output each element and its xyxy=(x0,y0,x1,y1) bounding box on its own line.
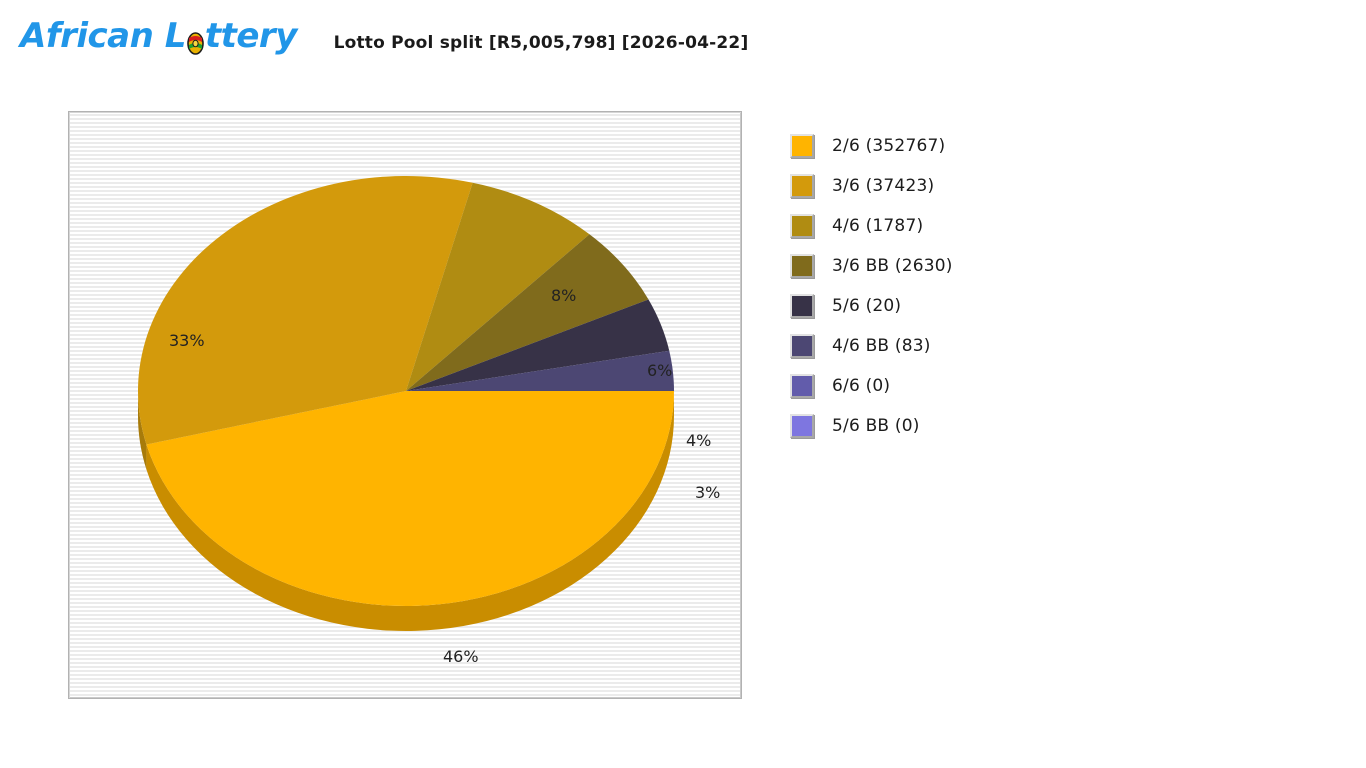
legend-swatch xyxy=(790,374,814,398)
pie-slice-side-3-6 xyxy=(138,391,147,470)
legend-item-3-6-bb[interactable]: 3/6 BB (2630) xyxy=(790,246,1090,286)
pie-percent-labels: 8% 33% 6% 4% 3% 46% xyxy=(169,286,720,666)
legend-label: 3/6 (37423) xyxy=(832,176,935,196)
page-title: Lotto Pool split [R5,005,798] [2026-04-2… xyxy=(333,33,749,53)
legend-item-3-6[interactable]: 3/6 (37423) xyxy=(790,166,1090,206)
legend-item-5-6-bb[interactable]: 5/6 BB (0) xyxy=(790,406,1090,446)
pie-slice-4-6[interactable] xyxy=(406,182,590,391)
pie-slice-3-6-bb[interactable] xyxy=(406,234,649,391)
brand-name-part1: African xyxy=(20,16,154,56)
legend-item-2-6[interactable]: 2/6 (352767) xyxy=(790,126,1090,166)
pie-3d-sides xyxy=(138,391,675,632)
pie-percent-label: 6% xyxy=(647,361,672,380)
pie-slice-3-6[interactable] xyxy=(138,176,473,445)
pie-slice-4-6-bb[interactable] xyxy=(406,350,674,391)
pie-percent-label: 46% xyxy=(443,647,479,666)
legend-label: 4/6 (1787) xyxy=(832,216,924,236)
pie-percent-label: 4% xyxy=(686,431,711,450)
legend-item-6-6[interactable]: 6/6 (0) xyxy=(790,366,1090,406)
legend-label: 3/6 BB (2630) xyxy=(832,256,953,276)
legend-label: 5/6 BB (0) xyxy=(832,416,920,436)
legend-item-4-6[interactable]: 4/6 (1787) xyxy=(790,206,1090,246)
legend-item-4-6-bb[interactable]: 4/6 BB (83) xyxy=(790,326,1090,366)
pie-percent-label: 8% xyxy=(551,286,576,305)
legend-swatch xyxy=(790,134,814,158)
legend-swatch xyxy=(790,174,814,198)
legend-item-5-6[interactable]: 5/6 (20) xyxy=(790,286,1090,326)
brand-logo-text: African L ttery xyxy=(20,16,298,56)
legend-label: 6/6 (0) xyxy=(832,376,891,396)
brand-name-ttery: ttery xyxy=(204,16,298,56)
chart-legend: 2/6 (352767) 3/6 (37423) 4/6 (1787) 3/6 BB … xyxy=(790,126,1090,446)
legend-swatch xyxy=(790,294,814,318)
pie-percent-label: 33% xyxy=(169,331,205,350)
pie-chart[interactable]: 8% 33% 6% 4% 3% 46% xyxy=(69,112,742,699)
brand-logo[interactable]: African L ttery xyxy=(20,10,297,62)
pie-slices[interactable] xyxy=(138,176,675,607)
legend-swatch xyxy=(790,414,814,438)
brand-name-l: L xyxy=(164,16,187,56)
legend-swatch xyxy=(790,214,814,238)
pie-slice-2-6[interactable] xyxy=(146,391,675,607)
legend-label: 5/6 (20) xyxy=(832,296,902,316)
brand-name-part2: L ttery xyxy=(164,16,298,56)
pie-percent-label: 3% xyxy=(695,483,720,502)
legend-label: 2/6 (352767) xyxy=(832,136,946,156)
legend-swatch xyxy=(790,254,814,278)
legend-label: 4/6 BB (83) xyxy=(832,336,931,356)
pie-slice-5-6[interactable] xyxy=(406,299,670,391)
lottery-ball-icon xyxy=(187,27,204,55)
chart-plot-area: 8% 33% 6% 4% 3% 46% xyxy=(68,111,742,699)
legend-swatch xyxy=(790,334,814,358)
